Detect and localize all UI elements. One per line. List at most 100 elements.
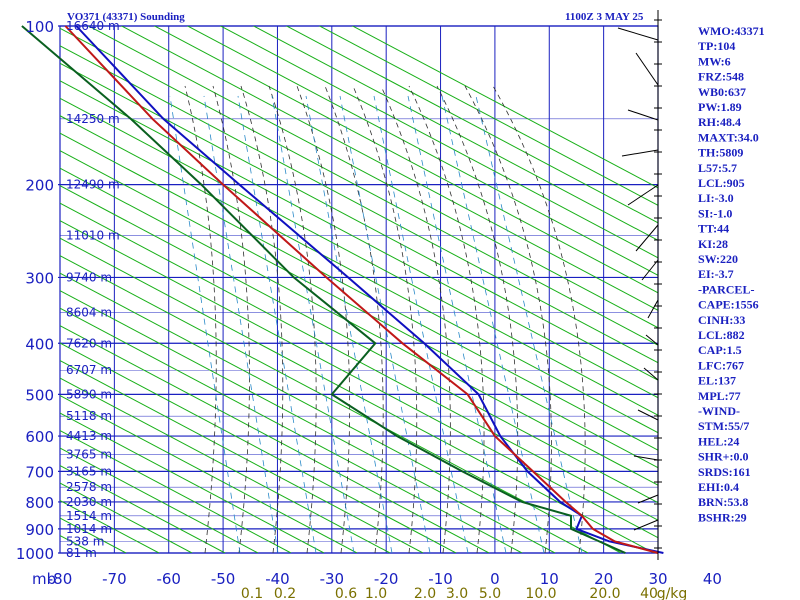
temperature-label: 20 xyxy=(594,570,613,588)
dry-adiabat xyxy=(60,27,658,346)
height-label: 3765 m xyxy=(66,447,112,461)
pressure-unit-label: mb xyxy=(32,570,56,588)
pressure-label: 600 xyxy=(25,428,54,446)
dry-adiabat xyxy=(60,342,457,553)
height-label: 2578 m xyxy=(66,480,112,494)
mixing-ratio-label: g/kg xyxy=(657,586,688,600)
observation-time: 1100Z 3 MAY 25 xyxy=(565,11,644,23)
height-label: 6707 m xyxy=(66,363,112,377)
mixing-ratio-line xyxy=(271,95,355,553)
moist-adiabat xyxy=(380,85,451,553)
pressure-label: 700 xyxy=(25,463,54,481)
index-item: LCL:905 xyxy=(698,176,745,190)
temperature-label: -20 xyxy=(374,570,399,588)
height-label: 81 m xyxy=(66,546,97,560)
wind-barb xyxy=(637,494,659,504)
height-label: 538 m xyxy=(66,534,104,548)
moist-adiabat xyxy=(492,85,586,553)
mixing-ratio-line xyxy=(373,95,469,553)
dry-adiabat xyxy=(153,26,658,294)
mixing-ratio-label: 2.0 xyxy=(414,586,436,600)
dry-adiabat xyxy=(120,26,658,311)
temperature-label: -50 xyxy=(211,570,236,588)
temperature-label: -40 xyxy=(265,570,290,588)
index-item: MAXT:34.0 xyxy=(698,130,759,144)
dry-adiabat xyxy=(60,255,622,553)
dry-adiabat xyxy=(60,62,658,381)
index-item: LI:-3.0 xyxy=(698,191,734,205)
index-item: FRZ:548 xyxy=(698,70,744,84)
temperature-label: -60 xyxy=(156,570,181,588)
wind-barb xyxy=(645,334,659,346)
wind-barb xyxy=(621,149,659,157)
index-item: TT:44 xyxy=(698,222,729,236)
height-label: 1014 m xyxy=(66,522,112,536)
temperature-label: -10 xyxy=(428,570,453,588)
temperature-profile-line xyxy=(64,25,659,554)
dry-adiabat xyxy=(60,80,658,399)
dry-adiabat xyxy=(60,412,325,553)
pressure-label: 300 xyxy=(25,269,54,287)
index-item: SHR+:0.0 xyxy=(698,450,749,464)
moist-adiabat xyxy=(184,85,217,553)
pressure-label: 100 xyxy=(25,18,54,36)
dry-adiabat xyxy=(285,26,658,224)
mixing-ratio-line xyxy=(441,95,545,553)
dry-adiabat xyxy=(318,26,658,206)
dry-adiabat xyxy=(60,325,490,553)
dry-adiabat xyxy=(60,45,658,364)
index-item: EL:137 xyxy=(698,374,736,388)
dry-adiabat xyxy=(351,26,658,189)
index-item: LFC:767 xyxy=(698,358,744,372)
index-item: WMO:43371 xyxy=(698,24,765,38)
wind-barb xyxy=(617,27,659,41)
index-item: EI:-3.7 xyxy=(698,267,734,281)
index-item: L57:5.7 xyxy=(698,161,737,175)
wind-barb xyxy=(627,184,659,206)
index-item: SRDS:161 xyxy=(698,465,751,479)
index-item: BRN:53.8 xyxy=(698,495,748,509)
wind-barb xyxy=(637,409,659,421)
mixing-ratio-lines xyxy=(169,95,583,553)
wind-barb xyxy=(641,259,659,281)
index-item: -WIND- xyxy=(698,404,740,418)
moist-adiabats xyxy=(184,85,586,553)
index-item: SW:220 xyxy=(698,252,738,266)
mixing-ratio-label: 0.1 xyxy=(241,586,263,600)
dry-adiabat xyxy=(60,115,658,434)
dry-adiabat xyxy=(60,150,658,469)
height-label: 8604 m xyxy=(66,306,112,320)
moist-adiabat xyxy=(324,85,384,553)
pressure-label: 800 xyxy=(25,494,54,512)
moist-adiabat xyxy=(436,85,519,553)
height-label: 16640 m xyxy=(66,19,120,33)
temperature-label: 10 xyxy=(540,570,559,588)
mixing-ratio-line xyxy=(305,95,393,553)
temperature-label: -30 xyxy=(320,570,345,588)
pressure-label: 400 xyxy=(25,335,54,353)
temperature-label: 0 xyxy=(490,570,500,588)
wind-barb xyxy=(635,224,659,252)
height-label: 2030 m xyxy=(66,495,112,509)
wind-barb xyxy=(633,455,659,461)
height-label: 7620 m xyxy=(66,336,112,350)
index-item: HEL:24 xyxy=(698,434,739,448)
mixing-ratio-label: 1.0 xyxy=(365,586,387,600)
mixing-ratio-line xyxy=(339,95,431,553)
index-item: CAP:1.5 xyxy=(698,343,742,357)
index-item: TH:5809 xyxy=(698,146,743,160)
dry-adiabat xyxy=(60,377,391,553)
dry-adiabat xyxy=(60,430,292,553)
mixing-ratio-line xyxy=(169,95,241,553)
moist-adiabat xyxy=(212,85,250,553)
mixing-ratio-line xyxy=(475,95,583,553)
dry-adiabat xyxy=(60,395,358,553)
index-item: MPL:77 xyxy=(698,389,741,403)
temperature-label: 30 xyxy=(648,570,667,588)
dry-adiabat xyxy=(252,26,658,241)
dry-adiabat xyxy=(186,26,658,276)
index-item: PW:1.89 xyxy=(698,100,742,114)
wind-barbs xyxy=(617,10,662,560)
